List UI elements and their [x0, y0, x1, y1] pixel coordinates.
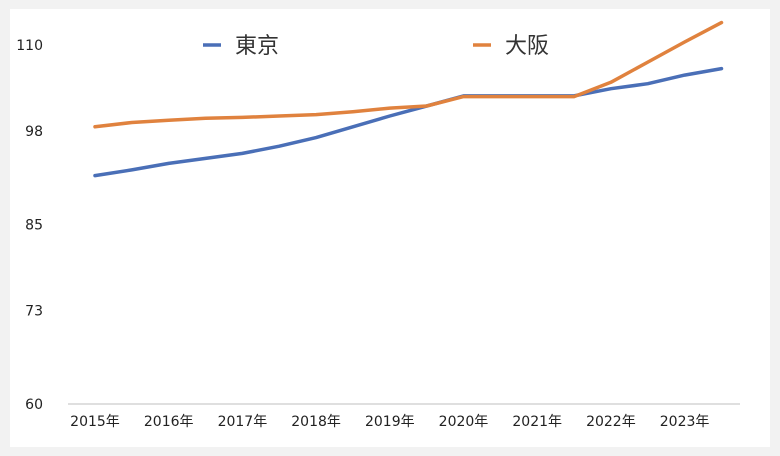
y-tick-label: 98	[25, 124, 43, 140]
y-tick-label: 85	[25, 217, 43, 233]
x-tick-label: 2019年	[365, 414, 415, 430]
series-line-2	[93, 20, 724, 129]
legend-label-1: 東京	[235, 34, 279, 59]
x-tick-label: 2023年	[660, 414, 710, 430]
x-tick-label: 2015年	[70, 414, 120, 430]
series-line-1	[93, 66, 724, 178]
x-tick-label: 2022年	[586, 414, 636, 430]
y-tick-label: 110	[16, 38, 43, 54]
chart-card: 60 73 85 98 110 2015年 2016年 2017年 2018年 2019年 2020…	[10, 9, 770, 447]
x-tick-label: 2017年	[218, 414, 268, 430]
line-chart: 60 73 85 98 110 2015年 2016年 2017年 2018年 2019年 2020…	[16, 20, 740, 430]
x-tick-label: 2018年	[291, 414, 341, 430]
y-tick-label: 73	[25, 304, 43, 320]
legend-label-2: 大阪	[505, 34, 549, 59]
y-tick-label: 60	[25, 397, 43, 413]
x-tick-label: 2020年	[439, 414, 489, 430]
x-tick-label: 2016年	[144, 414, 194, 430]
x-tick-label: 2021年	[512, 414, 562, 430]
